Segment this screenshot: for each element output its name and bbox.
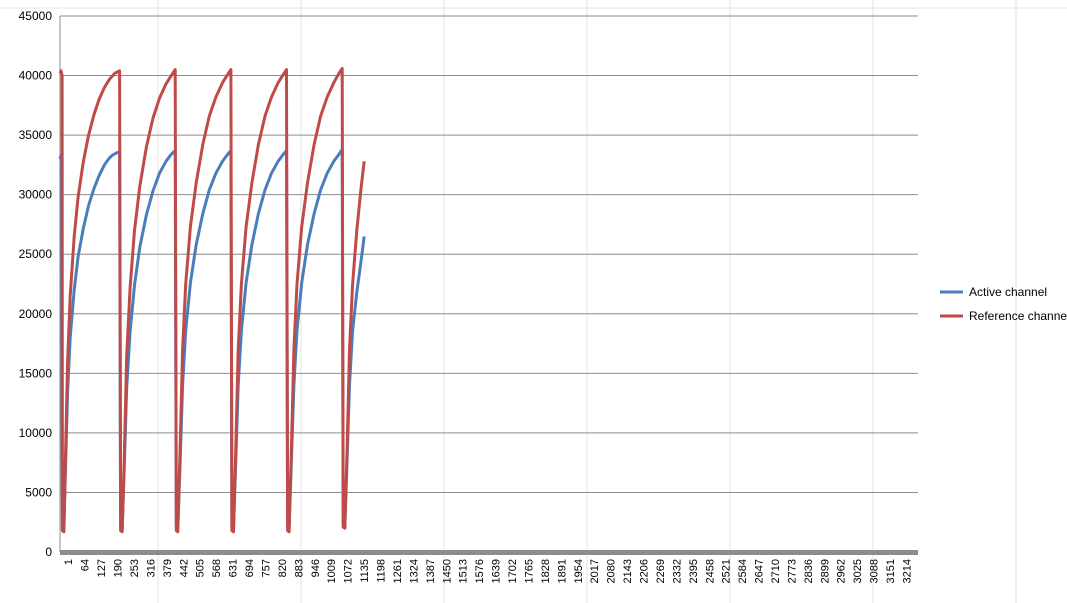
y-axis-tick-labels: 0 5000 10000 15000 20000 25000 30000 35000 40000… [19,9,53,559]
y-tick-label: 40000 [19,69,53,83]
x-tick-label: 2080 [606,559,618,583]
x-tick-label: 127 [96,559,108,577]
x-tick-label: 1324 [408,559,420,583]
x-tick-label: 694 [244,559,256,577]
x-tick-label: 946 [310,559,322,577]
x-tick-label: 2206 [639,559,651,583]
y-tick-label: 20000 [19,307,53,321]
x-tick-label: 1891 [556,559,568,583]
legend-label-reference-channel: Reference channel [969,309,1067,323]
x-tick-label: 1765 [523,559,535,583]
y-tick-label: 25000 [19,247,53,261]
x-axis [60,550,918,555]
x-tick-label: 568 [211,559,223,577]
x-tick-label: 442 [178,559,190,577]
x-tick-label: 1 [63,559,75,565]
y-tick-label: 5000 [25,485,52,499]
x-tick-label: 820 [277,559,289,577]
x-tick-label: 3151 [885,559,897,583]
x-tick-label: 3214 [902,559,914,583]
y-tick-label: 15000 [19,366,53,380]
y-tick-label: 10000 [19,426,53,440]
x-tick-label: 1828 [540,559,552,583]
y-tick-label: 30000 [19,188,53,202]
x-tick-label: 1387 [425,559,437,583]
x-tick-label: 631 [228,559,240,577]
x-axis-tick-labels: 1 64 127 190 253 316 379 442 505 568 631 694 757 820 8… [63,559,913,583]
x-tick-label: 2269 [655,559,667,583]
x-tick-label: 2836 [803,559,815,583]
x-tick-label: 2962 [836,559,848,583]
legend: Active channel Reference channel [940,285,1067,323]
x-tick-label: 2584 [737,559,749,583]
series-line-active-channel [58,147,366,530]
x-tick-label: 1576 [474,559,486,583]
x-tick-label: 505 [195,559,207,577]
x-tick-label: 883 [293,559,305,577]
x-tick-label: 2521 [721,559,733,583]
x-tick-label: 3088 [869,559,881,583]
y-tick-label: 35000 [19,128,53,142]
series-line-reference-channel [58,66,366,534]
x-tick-label: 1261 [392,559,404,583]
x-tick-label: 1198 [376,559,388,583]
y-tick-label: 45000 [19,9,53,23]
x-tick-label: 2773 [786,559,798,583]
x-tick-label: 1954 [573,559,585,583]
x-tick-label: 64 [80,559,92,571]
x-tick-label: 2458 [704,559,716,583]
x-tick-label: 2647 [754,559,766,583]
legend-label-active-channel: Active channel [969,285,1047,299]
x-tick-label: 2899 [819,559,831,583]
x-tick-label: 2017 [589,559,601,583]
x-tick-label: 2143 [622,559,634,583]
x-tick-label: 1009 [326,559,338,583]
x-tick-label: 3025 [852,559,864,583]
x-tick-label: 379 [162,559,174,577]
y-tick-label: 0 [45,545,52,559]
x-tick-label: 1702 [507,559,519,583]
x-tick-label: 2710 [770,559,782,583]
x-tick-label: 1135 [359,559,371,583]
x-tick-label: 2395 [688,559,700,583]
x-tick-label: 253 [129,559,141,577]
x-tick-label: 757 [261,559,273,577]
series-lines [58,66,366,534]
x-tick-label: 316 [145,559,157,577]
x-tick-label: 1072 [343,559,355,583]
horizontal-gridlines [59,15,918,552]
x-tick-label: 1639 [491,559,503,583]
x-axis-line [60,550,918,555]
x-tick-label: 190 [113,559,125,577]
x-tick-label: 1513 [458,559,470,583]
x-tick-label: 2332 [671,559,683,583]
x-tick-label: 1450 [441,559,453,583]
